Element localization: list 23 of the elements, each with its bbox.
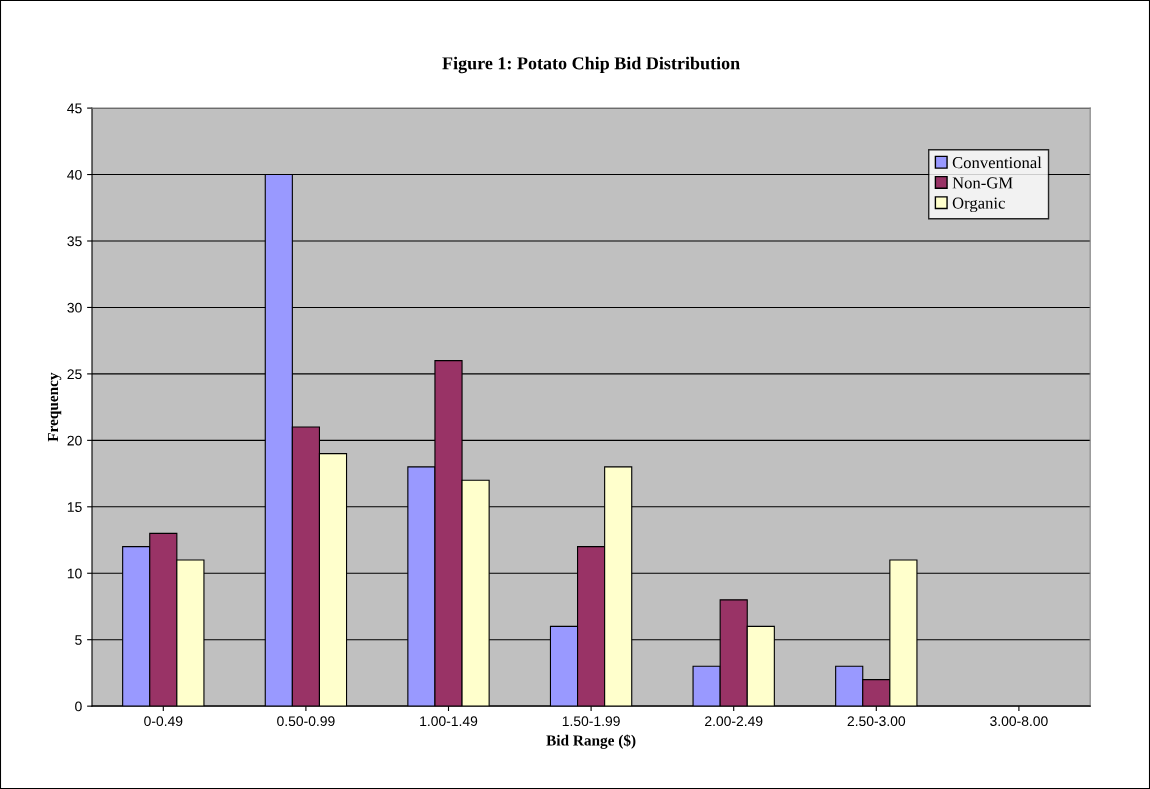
legend-label: Organic	[952, 197, 1005, 213]
y-tick-label: 5	[75, 635, 82, 645]
y-tick-label: 10	[67, 568, 82, 579]
x-tick-label: 2.50-3.00	[847, 716, 906, 727]
x-tick-label: 1.00-1.49	[420, 716, 478, 727]
y-tick-label: 30	[67, 302, 82, 313]
y-tick-label: 45	[67, 103, 82, 114]
x-tick-label: 3.00-8.00	[990, 716, 1048, 727]
x-tick-label: 2.00-2.49	[705, 716, 763, 727]
y-tick-label: 15	[67, 502, 82, 512]
y-tick-label: 35	[67, 236, 82, 247]
y-axis-title: Frequency	[47, 372, 62, 442]
legend-label: Non-GM	[952, 177, 1013, 189]
y-tick-label: 20	[67, 435, 82, 446]
x-tick-label: 0-0.49	[144, 716, 183, 727]
x-tick-label: 0.50-0.99	[277, 716, 335, 727]
legend-label: Conventional	[952, 156, 1042, 169]
y-tick-label: 40	[67, 169, 82, 180]
y-tick-label: 25	[67, 369, 82, 380]
y-tick-label: 0	[75, 701, 82, 712]
x-tick-label: 1.50-1.99	[562, 716, 620, 727]
chart-title: Figure 1: Potato Chip Bid Distribution	[442, 56, 740, 74]
x-axis-title: Bid Range ($)	[546, 734, 636, 749]
